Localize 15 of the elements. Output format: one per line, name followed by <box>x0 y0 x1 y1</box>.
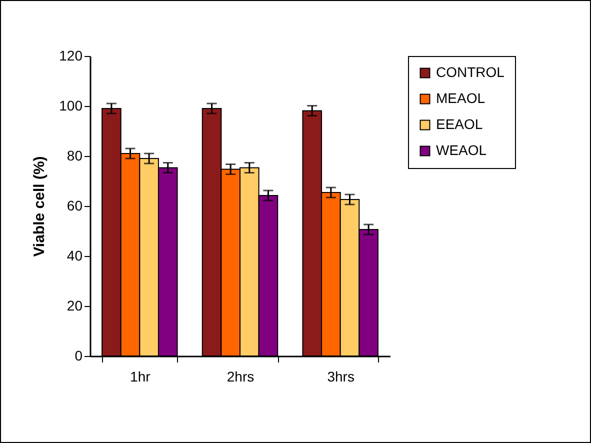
y-tick-label: 0 <box>74 348 83 364</box>
y-tick-label: 80 <box>66 148 83 164</box>
x-tick-label: 2hrs <box>226 368 254 384</box>
y-tick-label: 60 <box>66 198 83 214</box>
x-tick-label: 3hrs <box>327 368 354 384</box>
legend-label: EEAOL <box>436 116 483 132</box>
legend-label: CONTROL <box>436 64 505 80</box>
y-tick-label: 20 <box>66 298 83 314</box>
y-tick-label: 100 <box>59 98 83 114</box>
legend-label: WEAOL <box>436 142 487 158</box>
legend-label: MEAOL <box>436 90 486 106</box>
y-tick-label: 40 <box>66 248 83 264</box>
x-tick-label: 1hr <box>130 368 151 384</box>
y-axis-title: Viable cell (%) <box>31 156 48 257</box>
y-tick-label: 120 <box>59 48 83 64</box>
